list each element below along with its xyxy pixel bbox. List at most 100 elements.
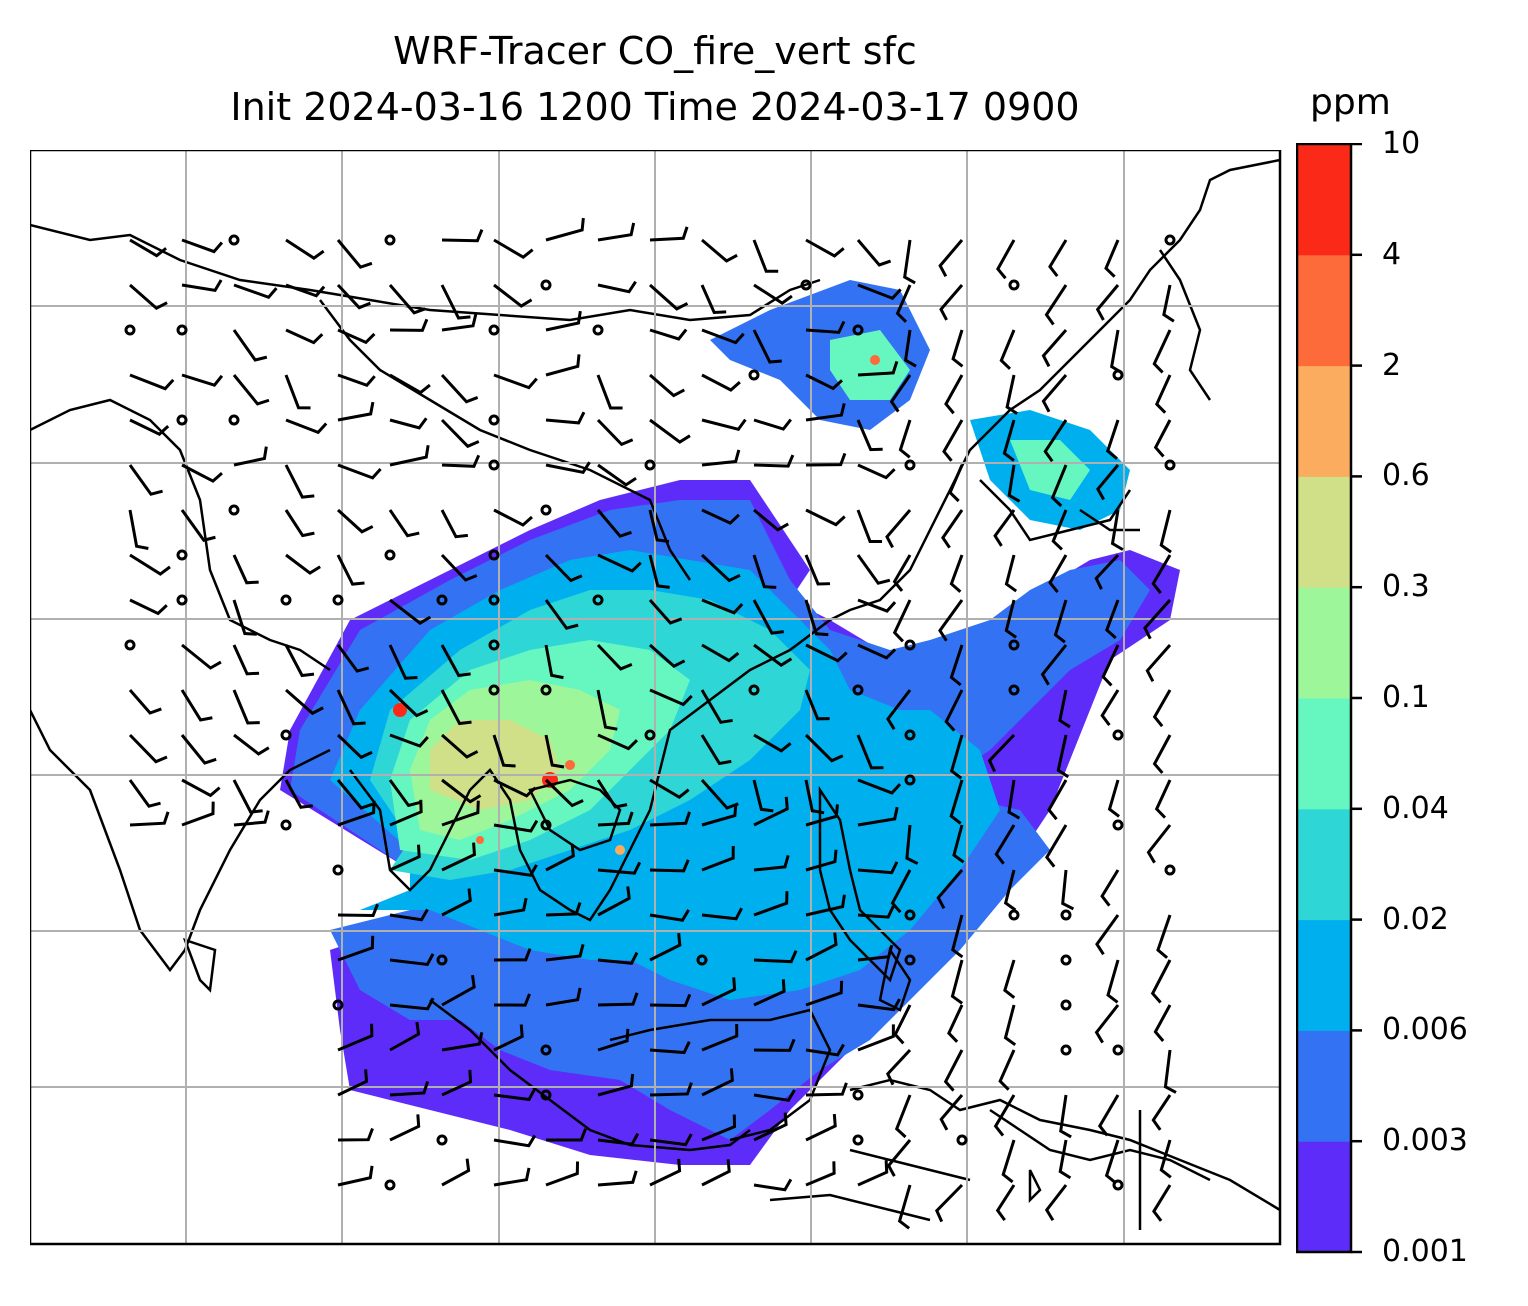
wind-barb	[1061, 869, 1075, 911]
calm-wind-circle	[332, 864, 344, 876]
wind-barb	[934, 1183, 964, 1223]
wind-barb	[753, 733, 792, 753]
calm-wind-circle	[904, 774, 916, 786]
wind-barb	[996, 239, 1016, 280]
wind-barb	[596, 779, 628, 809]
wind-barb	[938, 599, 964, 642]
wind-barb	[337, 903, 379, 918]
wind-barb	[181, 238, 224, 254]
calm-wind-circle	[332, 594, 344, 606]
wind-barb	[597, 861, 642, 875]
wind-barb	[649, 859, 690, 873]
wind-barb	[898, 419, 912, 459]
wind-barb	[596, 509, 632, 538]
wind-barb	[805, 320, 846, 334]
calm-wind-circle	[904, 909, 916, 921]
wind-barb	[1101, 644, 1120, 687]
wind-barb	[943, 1049, 964, 1092]
wind-barb	[1002, 419, 1016, 462]
wind-barb	[545, 943, 585, 962]
wind-barb	[597, 463, 637, 487]
wind-barb	[649, 1158, 682, 1187]
wind-barb	[649, 226, 689, 242]
wind-barb	[753, 1178, 793, 1192]
wind-barb	[1004, 599, 1017, 639]
wind-barb	[493, 948, 532, 962]
calm-wind-circle	[1008, 909, 1020, 921]
wind-barb	[180, 689, 213, 722]
wind-barb	[440, 689, 472, 726]
wind-barb	[544, 734, 565, 769]
wind-barb	[389, 445, 430, 467]
wind-barb	[1104, 239, 1120, 278]
wind-barb	[597, 886, 631, 917]
wind-barb	[649, 283, 689, 311]
wind-barb	[805, 1082, 848, 1097]
wind-barb	[950, 959, 964, 1005]
wind-barb	[1045, 824, 1068, 868]
wind-barb	[951, 914, 964, 959]
wind-barb	[805, 980, 844, 1007]
wind-barb	[649, 993, 692, 1008]
wind-barb	[232, 599, 257, 636]
wind-barb	[441, 229, 484, 243]
calm-wind-circle	[488, 639, 500, 651]
wind-barb	[181, 373, 224, 387]
wind-barb	[939, 1094, 964, 1131]
wind-barb	[805, 643, 848, 663]
calm-wind-circle	[176, 324, 188, 336]
calm-wind-circle	[956, 1134, 968, 1146]
wind-barb	[1058, 1139, 1072, 1180]
wind-barb	[597, 733, 639, 751]
wind-barb	[285, 418, 328, 435]
calm-wind-circle	[696, 954, 708, 966]
wind-barb	[1162, 284, 1175, 323]
field-korea-inner	[1010, 440, 1090, 500]
wind-barb	[1044, 1184, 1068, 1222]
calm-wind-circle	[852, 324, 864, 336]
wind-barb	[994, 824, 1016, 865]
wind-barb	[857, 778, 902, 795]
wind-barb	[753, 283, 793, 305]
wind-barb	[987, 733, 1016, 773]
calm-wind-circle	[488, 594, 500, 606]
calm-wind-circle	[904, 954, 916, 966]
wind-barb	[493, 238, 534, 259]
calm-wind-circle	[800, 279, 812, 291]
wind-barb	[129, 373, 175, 391]
wind-barb	[545, 902, 582, 917]
wind-barb	[886, 1139, 912, 1177]
calm-wind-circle	[488, 549, 500, 561]
wind-barbs	[124, 217, 1177, 1230]
wind-barb	[1095, 914, 1120, 956]
wind-barb	[128, 689, 162, 715]
calm-wind-circle	[1060, 999, 1072, 1011]
colorbar-tick-label: 0.001	[1382, 1234, 1468, 1269]
wind-barb	[285, 688, 324, 716]
calm-wind-circle	[852, 684, 864, 696]
wind-barb	[753, 418, 792, 431]
wind-barb	[597, 222, 636, 242]
wind-barb	[948, 464, 964, 503]
wind-barb	[805, 403, 846, 422]
wind-barb	[1159, 1139, 1172, 1179]
wind-barb	[596, 374, 623, 410]
wind-barb	[129, 418, 170, 437]
wind-barb	[545, 411, 586, 425]
wind-barb	[389, 373, 431, 395]
wind-barb	[701, 1068, 734, 1097]
calm-wind-circle	[176, 549, 188, 561]
wind-barb	[951, 329, 964, 368]
wind-barb	[181, 463, 223, 483]
wind-barb	[336, 644, 370, 673]
wind-barb	[700, 284, 727, 315]
wind-barb	[597, 992, 639, 1007]
wind-barb	[1152, 734, 1172, 774]
wind-barb	[949, 779, 964, 825]
wind-barb	[856, 554, 891, 585]
calm-wind-circle	[436, 1134, 448, 1146]
wind-barb	[181, 643, 222, 670]
calm-wind-circle	[124, 639, 136, 651]
colorbar-band	[1297, 365, 1351, 477]
wind-barb	[1095, 284, 1120, 321]
